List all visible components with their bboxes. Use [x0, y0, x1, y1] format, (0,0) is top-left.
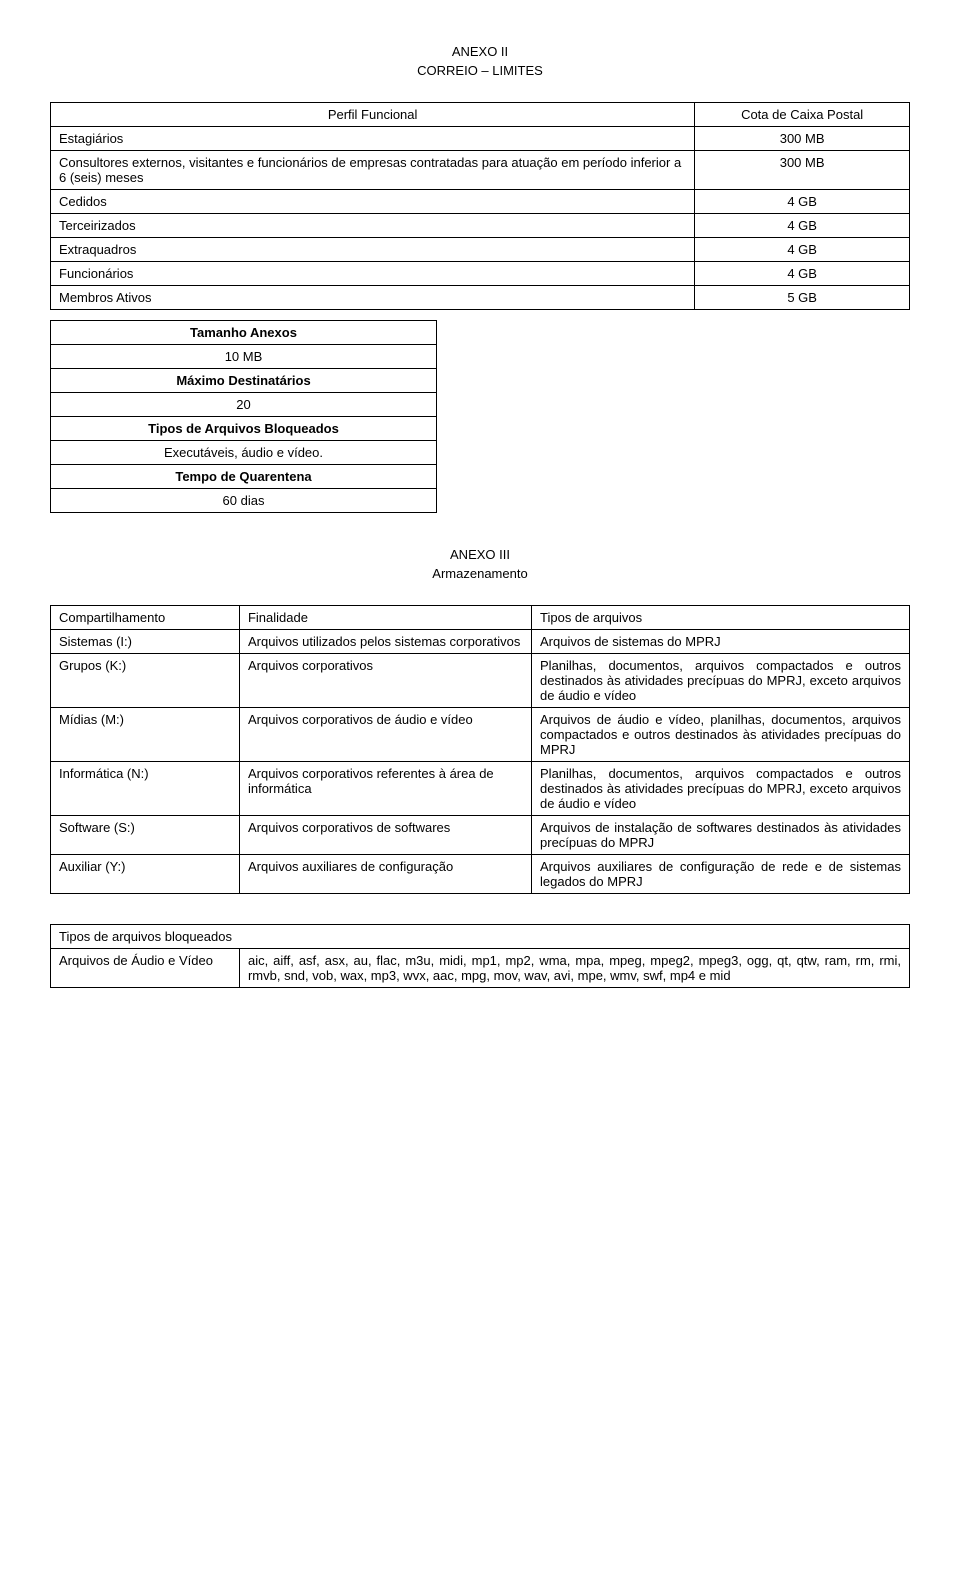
sub-heading: Tempo de Quarentena: [51, 465, 437, 489]
blocked-value: aic, aiff, asf, asx, au, flac, m3u, midi…: [239, 949, 909, 988]
cell-label: Extraquadros: [51, 238, 695, 262]
anexo2-title2: CORREIO – LIMITES: [50, 63, 910, 78]
cell-label: Terceirizados: [51, 214, 695, 238]
cell-c3: Planilhas, documentos, arquivos compacta…: [532, 654, 910, 708]
anexo3-main-table: Compartilhamento Finalidade Tipos de arq…: [50, 605, 910, 894]
cell-value: 300 MB: [695, 127, 910, 151]
table-row: 10 MB: [51, 345, 437, 369]
anexo3-title1: ANEXO III: [50, 547, 910, 562]
sub-value: 10 MB: [51, 345, 437, 369]
anexo2-main-table: Perfil Funcional Cota de Caixa Postal Es…: [50, 102, 910, 310]
cell-c3: Arquivos de sistemas do MPRJ: [532, 630, 910, 654]
sub-heading: Tamanho Anexos: [51, 321, 437, 345]
anexo2-sub-table: Tamanho Anexos 10 MB Máximo Destinatário…: [50, 320, 437, 513]
table-row: Perfil Funcional Cota de Caixa Postal: [51, 103, 910, 127]
sub-value: 60 dias: [51, 489, 437, 513]
table-row: Mídias (M:) Arquivos corporativos de áud…: [51, 708, 910, 762]
table-row: Tempo de Quarentena: [51, 465, 437, 489]
table-row: Grupos (K:) Arquivos corporativos Planil…: [51, 654, 910, 708]
cell-value: 4 GB: [695, 262, 910, 286]
sub-heading: Máximo Destinatários: [51, 369, 437, 393]
cell-c2: Arquivos auxiliares de configuração: [239, 855, 531, 894]
table-row: Membros Ativos 5 GB: [51, 286, 910, 310]
header-compartilhamento: Compartilhamento: [51, 606, 240, 630]
cell-c2: Arquivos corporativos: [239, 654, 531, 708]
cell-c1: Informática (N:): [51, 762, 240, 816]
cell-c1: Sistemas (I:): [51, 630, 240, 654]
cell-c1: Mídias (M:): [51, 708, 240, 762]
cell-c2: Arquivos utilizados pelos sistemas corpo…: [239, 630, 531, 654]
cell-c2: Arquivos corporativos de softwares: [239, 816, 531, 855]
header-tipos: Tipos de arquivos: [532, 606, 910, 630]
anexo2-title1: ANEXO II: [50, 44, 910, 59]
table-row: 60 dias: [51, 489, 437, 513]
table-row: Estagiários 300 MB: [51, 127, 910, 151]
cell-c1: Auxiliar (Y:): [51, 855, 240, 894]
sub-value: 20: [51, 393, 437, 417]
table-row: Arquivos de Áudio e Vídeo aic, aiff, asf…: [51, 949, 910, 988]
cell-value: 4 GB: [695, 214, 910, 238]
anexo3-blocked-table: Tipos de arquivos bloqueados Arquivos de…: [50, 924, 910, 988]
cell-c3: Arquivos de áudio e vídeo, planilhas, do…: [532, 708, 910, 762]
cell-value: 5 GB: [695, 286, 910, 310]
table-row: Executáveis, áudio e vídeo.: [51, 441, 437, 465]
table-row: Tamanho Anexos: [51, 321, 437, 345]
table-row: Tipos de arquivos bloqueados: [51, 925, 910, 949]
cell-c3: Arquivos auxiliares de configuração de r…: [532, 855, 910, 894]
table-row: Consultores externos, visitantes e funci…: [51, 151, 910, 190]
cell-label: Membros Ativos: [51, 286, 695, 310]
cell-value: 4 GB: [695, 238, 910, 262]
table-row: Auxiliar (Y:) Arquivos auxiliares de con…: [51, 855, 910, 894]
table-row: Extraquadros 4 GB: [51, 238, 910, 262]
table-row: Cedidos 4 GB: [51, 190, 910, 214]
cell-c3: Arquivos de instalação de softwares dest…: [532, 816, 910, 855]
table-row: Terceirizados 4 GB: [51, 214, 910, 238]
table-row: Sistemas (I:) Arquivos utilizados pelos …: [51, 630, 910, 654]
table-row: Compartilhamento Finalidade Tipos de arq…: [51, 606, 910, 630]
anexo3-title2: Armazenamento: [50, 566, 910, 581]
header-finalidade: Finalidade: [239, 606, 531, 630]
cell-c1: Grupos (K:): [51, 654, 240, 708]
cell-c2: Arquivos corporativos referentes à área …: [239, 762, 531, 816]
cell-c2: Arquivos corporativos de áudio e vídeo: [239, 708, 531, 762]
cell-label: Consultores externos, visitantes e funci…: [51, 151, 695, 190]
table-row: Tipos de Arquivos Bloqueados: [51, 417, 437, 441]
cell-label: Funcionários: [51, 262, 695, 286]
cell-c3: Planilhas, documentos, arquivos compacta…: [532, 762, 910, 816]
table-row: Funcionários 4 GB: [51, 262, 910, 286]
blocked-heading: Tipos de arquivos bloqueados: [51, 925, 910, 949]
cell-label: Cedidos: [51, 190, 695, 214]
table-row: 20: [51, 393, 437, 417]
sub-value: Executáveis, áudio e vídeo.: [51, 441, 437, 465]
cell-c1: Software (S:): [51, 816, 240, 855]
header-cota: Cota de Caixa Postal: [695, 103, 910, 127]
blocked-label: Arquivos de Áudio e Vídeo: [51, 949, 240, 988]
sub-heading: Tipos de Arquivos Bloqueados: [51, 417, 437, 441]
cell-value: 4 GB: [695, 190, 910, 214]
table-row: Informática (N:) Arquivos corporativos r…: [51, 762, 910, 816]
cell-label: Estagiários: [51, 127, 695, 151]
table-row: Máximo Destinatários: [51, 369, 437, 393]
header-perfil: Perfil Funcional: [51, 103, 695, 127]
table-row: Software (S:) Arquivos corporativos de s…: [51, 816, 910, 855]
cell-value: 300 MB: [695, 151, 910, 190]
